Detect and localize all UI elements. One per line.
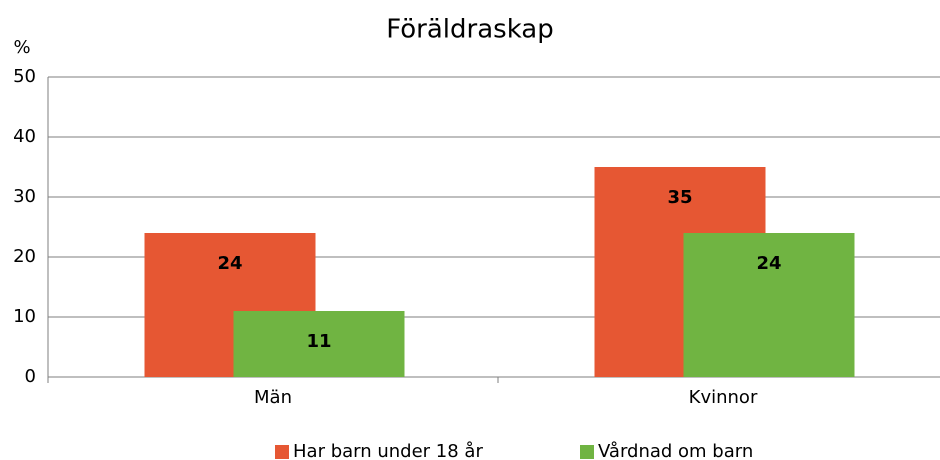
data-label: 35	[667, 187, 692, 208]
y-tick-label: 0	[25, 366, 36, 387]
bar	[233, 311, 405, 377]
y-tick-label: 30	[13, 186, 36, 207]
data-label: 24	[217, 253, 242, 274]
x-tick-label: Män	[254, 387, 292, 408]
x-tick-label: Kvinnor	[689, 387, 758, 408]
chart-title: Föräldraskap	[386, 15, 554, 45]
bar	[683, 233, 855, 377]
legend-swatch	[580, 445, 594, 459]
y-tick-label: 40	[13, 126, 36, 147]
y-tick-label: 10	[13, 306, 36, 327]
y-tick-label: 20	[13, 246, 36, 267]
legend-label: Har barn under 18 år	[293, 441, 483, 460]
legend-label: Vårdnad om barn	[598, 441, 753, 460]
y-tick-label: 50	[13, 66, 36, 87]
data-label: 24	[756, 253, 781, 274]
legend-swatch	[275, 445, 289, 459]
y-axis-label: %	[13, 37, 30, 58]
data-label: 11	[306, 331, 331, 352]
